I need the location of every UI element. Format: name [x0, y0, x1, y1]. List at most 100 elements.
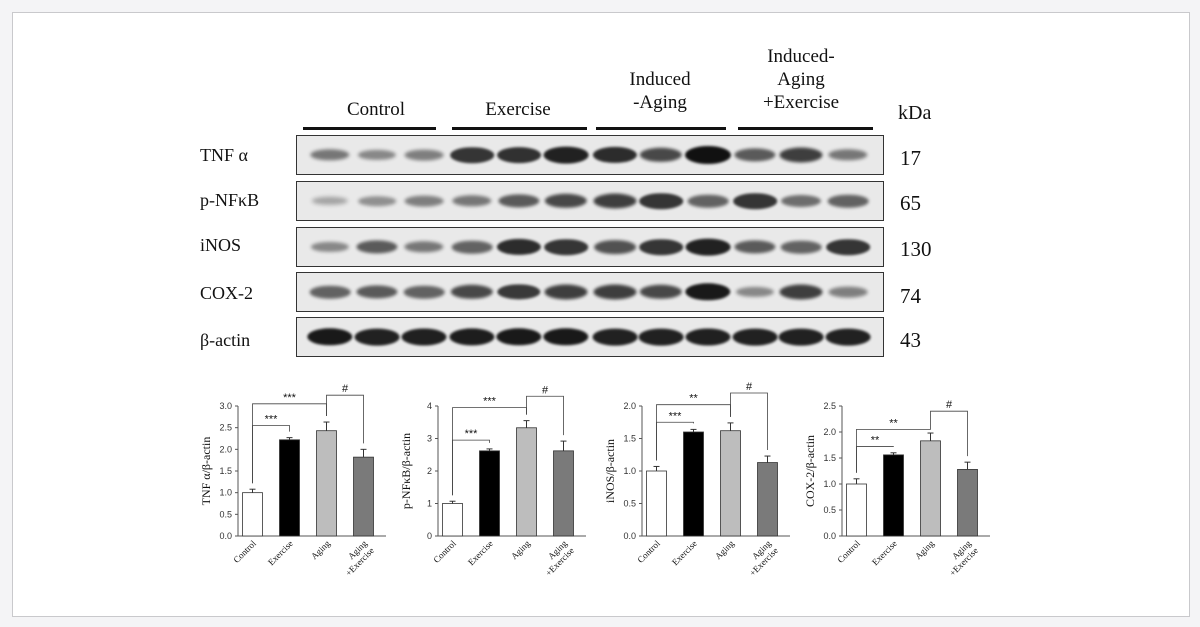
bar — [442, 503, 463, 537]
bar — [720, 430, 741, 537]
y-tick-label: 2.5 — [823, 401, 836, 411]
chart-svg: 0.0 0.5 1.0 1.5 2.0 iNOS/β-actin Control Exerci… — [603, 381, 790, 578]
blot-band — [780, 240, 822, 254]
blot-band — [592, 146, 638, 164]
y-tick-label: 0.0 — [823, 531, 836, 541]
x-tick-label: Control — [431, 538, 458, 565]
bar-chart-tnf: 0.0 0.5 1.0 1.5 2.0 2.5 3.0 TNF α/β-actin Contro… — [196, 378, 396, 600]
y-tick-label: 0.5 — [623, 499, 636, 509]
protein-label-cox2: COX-2 — [200, 283, 253, 303]
blot-band — [685, 328, 731, 346]
x-tick-label-line: Aging — [509, 538, 532, 561]
blot-band — [638, 328, 684, 346]
significance-label: # — [342, 383, 349, 395]
y-tick-label: 0.0 — [219, 531, 232, 541]
protein-label-beta-actin: β-actin — [200, 330, 251, 350]
significance-label: # — [746, 381, 753, 393]
x-tick-label-line: Control — [431, 538, 458, 565]
kda-label: kDa — [898, 102, 932, 124]
blot-band — [451, 240, 493, 254]
blot-strip-beta-actin — [296, 317, 884, 357]
bar — [353, 456, 374, 537]
bar — [683, 431, 704, 537]
blot-band — [778, 328, 824, 346]
y-axis-label: TNF α/β-actin — [199, 437, 213, 506]
blot-band — [826, 239, 870, 255]
x-tick-label-line: Control — [835, 538, 862, 565]
x-tick-label: Aging+Exercise — [747, 538, 780, 578]
x-tick-label: Aging+Exercise — [543, 538, 576, 578]
bar — [846, 483, 867, 537]
x-tick-label: Aging — [509, 538, 532, 561]
x-tick-label: Exercise — [870, 538, 899, 567]
bar — [553, 450, 574, 537]
blot-band — [827, 194, 869, 208]
x-tick-label: Aging+Exercise — [343, 538, 376, 578]
blot-strip-pnfkb — [296, 181, 884, 221]
significance-label: ** — [889, 417, 898, 429]
group-label-control: Control — [346, 99, 406, 120]
significance-bracket — [930, 410, 968, 457]
y-tick-label: 3 — [427, 434, 432, 444]
figure-frame — [12, 12, 1190, 617]
y-tick-label: 2.5 — [219, 423, 232, 433]
blot-band — [543, 146, 589, 164]
y-tick-label: 3.0 — [219, 401, 232, 411]
bar — [242, 492, 263, 537]
y-tick-label: 2 — [427, 466, 432, 476]
chart-svg: 0 1 2 3 4 p-NFκB/β-actin Control Exercise Aging A… — [399, 384, 586, 578]
x-tick-label-line: Aging — [309, 538, 332, 561]
mw-label-cox2: 74 — [900, 284, 921, 308]
significance-label: # — [946, 399, 953, 411]
blot-band — [828, 286, 868, 298]
blot-band — [496, 238, 542, 256]
x-tick-label: Exercise — [466, 538, 495, 567]
significance-label: *** — [283, 392, 297, 404]
significance-label: ** — [871, 435, 880, 447]
blot-band — [639, 284, 683, 300]
x-tick-label: Control — [835, 538, 862, 565]
blot-band — [358, 196, 396, 206]
blot-band — [779, 147, 823, 163]
y-axis-label: iNOS/β-actin — [603, 439, 617, 503]
significance-bracket — [326, 394, 364, 444]
x-tick-label-line: Aging — [913, 538, 936, 561]
mw-label-tnf: 17 — [900, 146, 921, 170]
bar — [516, 427, 537, 537]
blot-band — [307, 328, 353, 346]
bar-chart-inos: 0.0 0.5 1.0 1.5 2.0 iNOS/β-actin Control Exerci… — [600, 378, 800, 600]
blot-strip-inos — [296, 227, 884, 267]
y-tick-label: 2.0 — [623, 401, 636, 411]
y-tick-label: 1.5 — [219, 466, 232, 476]
significance-label: # — [542, 384, 549, 396]
bar-chart-pnfkb: 0 1 2 3 4 p-NFκB/β-actin Control Exercise Aging A… — [396, 378, 596, 600]
blot-band — [311, 196, 349, 206]
bar — [279, 439, 300, 537]
x-tick-label: Aging — [309, 538, 332, 561]
blot-band — [401, 328, 447, 346]
bar — [757, 462, 778, 537]
group-label-induced-aging: Induced -Aging — [629, 69, 691, 113]
x-tick-label: Exercise — [670, 538, 699, 567]
significance-bracket — [526, 395, 564, 436]
blot-strip-cox2 — [296, 272, 884, 312]
y-tick-label: 1 — [427, 499, 432, 509]
blot-band — [309, 285, 351, 299]
blot-band — [639, 239, 683, 255]
mw-label-pnfkb: 65 — [900, 191, 921, 215]
blot-band — [354, 328, 400, 346]
blot-band — [310, 241, 350, 253]
significance-bracket — [730, 392, 768, 451]
y-axis-label: COX-2/β-actin — [803, 435, 817, 507]
x-tick-label-line: Control — [231, 538, 258, 565]
protein-label-inos: iNOS — [200, 235, 242, 255]
blot-band — [404, 241, 444, 253]
blot-band — [449, 328, 495, 346]
x-tick-label: Aging — [913, 538, 936, 561]
blot-band — [735, 286, 775, 298]
blot-band — [496, 328, 542, 346]
bar-chart-cox2: 0.0 0.5 1.0 1.5 2.0 2.5 COX-2/β-actin Control Ex… — [800, 378, 1000, 600]
x-tick-label: Aging — [713, 538, 736, 561]
x-tick-label-line: Control — [635, 538, 662, 565]
x-tick-label-line: Exercise — [266, 538, 295, 567]
